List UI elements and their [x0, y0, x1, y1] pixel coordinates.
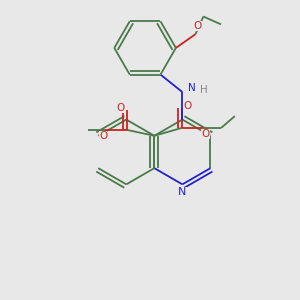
- Text: O: O: [117, 103, 125, 113]
- Text: N: N: [188, 83, 196, 93]
- Text: O: O: [99, 131, 107, 141]
- Text: O: O: [201, 129, 209, 139]
- Text: N: N: [178, 187, 187, 197]
- Text: O: O: [184, 101, 192, 111]
- Text: H: H: [200, 85, 208, 95]
- Text: O: O: [193, 21, 202, 31]
